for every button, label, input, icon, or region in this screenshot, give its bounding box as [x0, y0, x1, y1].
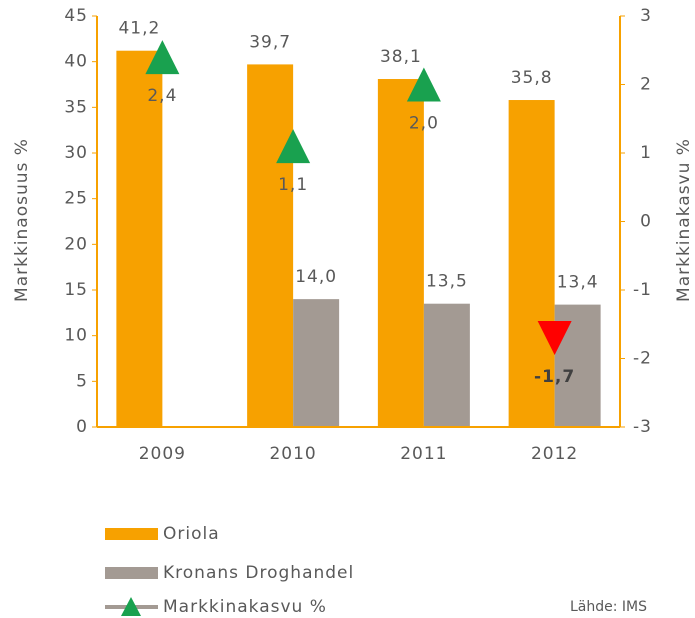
source-note: Lähde: IMS	[570, 599, 647, 615]
y-tick-label: 45	[64, 6, 88, 26]
legend-swatch	[105, 528, 158, 540]
legend-marker	[121, 597, 141, 616]
y2-axis-label: Markkinakasvu %	[674, 138, 694, 302]
data-label: 38,1	[380, 47, 422, 67]
y-tick-label: 20	[64, 234, 88, 254]
data-label: -1,7	[534, 367, 575, 387]
x-tick-label: 2012	[531, 444, 578, 464]
y2-tick-label: 2	[640, 75, 652, 95]
data-label: 13,5	[426, 272, 468, 292]
y2-tick-label: 3	[640, 6, 652, 26]
legend-label: Kronans Droghandel	[163, 563, 354, 583]
bar	[116, 50, 163, 427]
data-label: 2,4	[147, 86, 177, 106]
bar	[423, 303, 470, 427]
y-tick-label: 40	[64, 52, 88, 72]
data-label: 2,0	[409, 114, 439, 134]
y-tick-label: 30	[64, 143, 88, 163]
y-tick-label: 5	[76, 371, 88, 391]
marker	[406, 67, 441, 102]
x-tick-label: 2011	[400, 444, 447, 464]
y2-tick-label: -3	[633, 417, 652, 437]
bar	[293, 299, 340, 427]
data-label: 39,7	[249, 32, 291, 52]
data-label: 1,1	[278, 175, 308, 195]
bar	[377, 79, 424, 428]
bar	[247, 64, 294, 427]
data-label: 14,0	[295, 267, 337, 287]
data-label: 35,8	[511, 68, 553, 88]
y2-tick-label: 0	[640, 212, 652, 232]
y-axis-label: Markkinaosuus %	[12, 138, 32, 302]
y2-tick-label: -1	[633, 280, 652, 300]
x-tick-label: 2009	[139, 444, 186, 464]
data-label: 13,4	[557, 273, 599, 293]
y-tick-label: 25	[64, 189, 88, 209]
legend-label: Markkinakasvu %	[163, 597, 327, 617]
bar	[508, 100, 555, 427]
marker	[537, 320, 572, 355]
y-tick-label: 15	[64, 280, 88, 300]
marker	[276, 129, 311, 164]
legend-swatch	[105, 567, 158, 579]
y2-tick-label: 1	[640, 143, 652, 163]
data-label: 41,2	[118, 19, 160, 39]
marker	[145, 40, 180, 75]
y-tick-label: 0	[76, 417, 88, 437]
legend-label: Oriola	[163, 524, 220, 544]
y-tick-label: 10	[64, 326, 88, 346]
x-tick-label: 2010	[269, 444, 316, 464]
y-tick-label: 35	[64, 97, 88, 117]
y2-tick-label: -2	[633, 349, 652, 369]
